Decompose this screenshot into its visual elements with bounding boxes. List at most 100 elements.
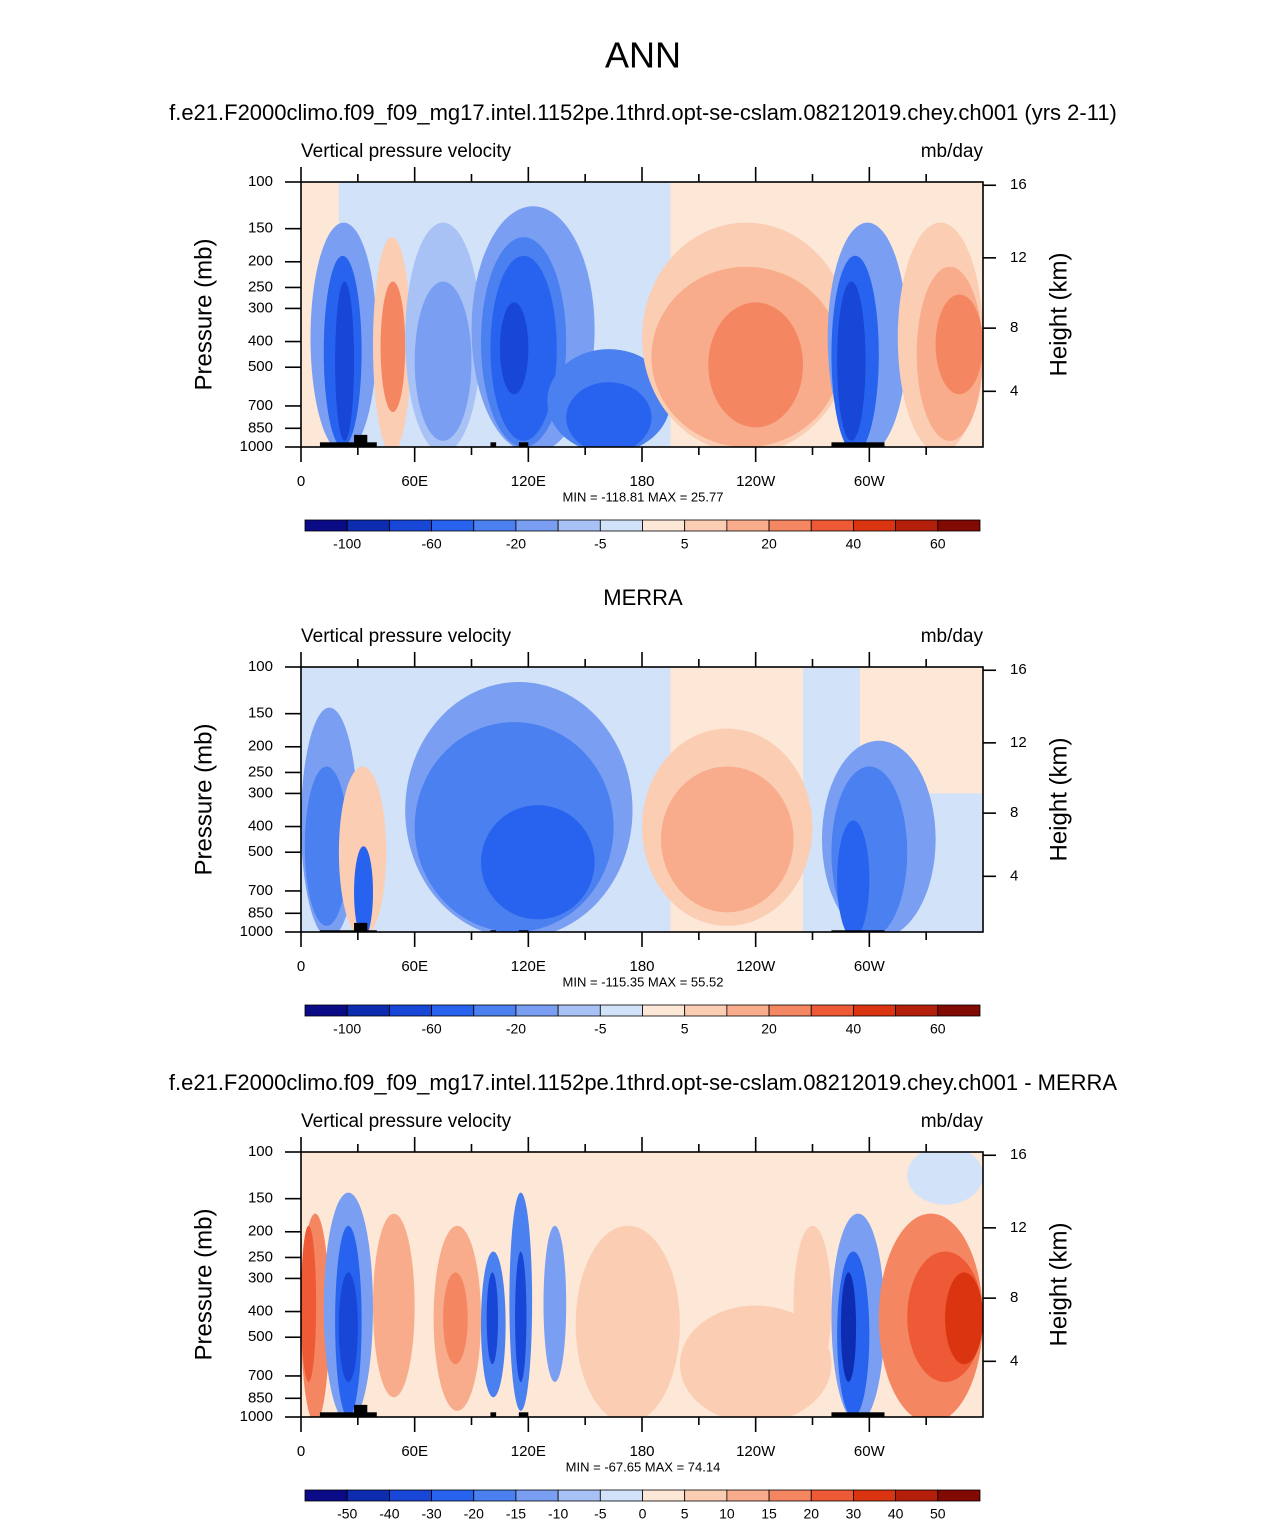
colorbar-box: [642, 1489, 686, 1502]
y-axis-title: Pressure (mb): [190, 1208, 217, 1360]
colorbar-label: 20: [761, 536, 777, 552]
colorbar-label: 40: [846, 536, 862, 552]
colorbar-label: 40: [846, 1021, 862, 1037]
panel-title: MERRA: [603, 585, 683, 610]
y-tick-label: 850: [248, 1389, 273, 1406]
colorbar-label: 5: [681, 536, 689, 552]
y-tick-label: 700: [248, 882, 273, 899]
y2-tick-label: 16: [1010, 1146, 1027, 1163]
terrain: [319, 1412, 377, 1417]
contour-fill: [354, 846, 373, 932]
terrain: [490, 930, 497, 932]
x-tick-label: 60E: [401, 958, 428, 975]
contour-fill: [304, 766, 349, 926]
y2-tick-label: 8: [1010, 804, 1018, 821]
contour-fill: [499, 302, 529, 395]
colorbar-box: [473, 1489, 517, 1502]
colorbar-box: [937, 1004, 981, 1017]
contour-fill: [443, 1272, 468, 1365]
contour-fill: [543, 1225, 567, 1382]
y2-tick-label: 12: [1010, 734, 1027, 751]
y-tick-label: 700: [248, 397, 273, 414]
terrain: [319, 442, 377, 447]
x-tick-label: 0: [297, 1443, 305, 1460]
contour-fill: [338, 1272, 358, 1382]
y-tick-label: 1000: [240, 438, 273, 455]
contour-fill: [566, 382, 652, 447]
stats-label: MIN = -67.65 MAX = 74.14: [566, 1459, 721, 1474]
y-tick-label: 500: [248, 843, 273, 860]
left-string: Vertical pressure velocity: [301, 626, 512, 647]
colorbar-box: [937, 519, 981, 532]
x-tick-label: 120E: [511, 473, 546, 490]
y2-tick-label: 8: [1010, 319, 1018, 336]
left-string: Vertical pressure velocity: [301, 141, 512, 162]
colorbar-box: [684, 519, 728, 532]
y-tick-label: 200: [248, 253, 273, 270]
contour-fill: [793, 1225, 832, 1382]
contour-fill: [708, 302, 804, 428]
figure-title: ANN: [605, 35, 681, 76]
x-tick-label: 60W: [854, 473, 886, 490]
terrain: [354, 434, 368, 447]
colorbar-box: [473, 1004, 517, 1017]
y2-tick-label: 16: [1010, 176, 1027, 193]
colorbar-label: -5: [594, 1021, 607, 1037]
x-tick-label: 120E: [511, 958, 546, 975]
x-tick-label: 60W: [854, 958, 886, 975]
x-tick-label: 120W: [736, 473, 776, 490]
colorbar-label: -20: [464, 1506, 484, 1522]
y-tick-label: 150: [248, 1190, 273, 1207]
contour-fill: [679, 1305, 832, 1417]
colorbar-box: [853, 1004, 897, 1017]
colorbar-label: -15: [506, 1506, 526, 1522]
y-tick-label: 500: [248, 1328, 273, 1345]
terrain: [490, 1412, 497, 1417]
contour-fill: [301, 1225, 317, 1382]
panel-title: f.e21.F2000climo.f09_f09_mg17.intel.1152…: [169, 1070, 1118, 1095]
colorbar-label: -20: [506, 1021, 526, 1037]
colorbar-label: 60: [930, 1021, 946, 1037]
y-axis-title: Pressure (mb): [190, 238, 217, 390]
colorbar-box: [642, 1004, 686, 1017]
colorbar-label: 15: [761, 1506, 777, 1522]
colorbar-label: 20: [761, 1021, 777, 1037]
colorbar-label: 5: [681, 1506, 689, 1522]
colorbar-box: [768, 1004, 812, 1017]
y2-axis-title: Height (km): [1045, 1222, 1072, 1346]
contour-fill: [935, 294, 983, 395]
colorbar-label: 30: [846, 1506, 862, 1522]
right-string: mb/day: [921, 141, 984, 162]
colorbar-label: -20: [506, 536, 526, 552]
colorbar-box: [726, 1489, 770, 1502]
colorbar-label: 5: [681, 1021, 689, 1037]
colorbar-box: [346, 1004, 390, 1017]
y2-tick-label: 16: [1010, 661, 1027, 678]
colorbar-box: [473, 519, 517, 532]
colorbar-box: [388, 519, 432, 532]
y2-axis-title: Height (km): [1045, 737, 1072, 861]
x-tick-label: 60E: [401, 1443, 428, 1460]
contour-fill: [907, 1152, 983, 1205]
y-tick-label: 250: [248, 763, 273, 780]
contour-fill: [414, 281, 472, 441]
terrain: [354, 1404, 368, 1417]
colorbar-box: [346, 519, 390, 532]
colorbar-box: [304, 1004, 348, 1017]
contour-field: [301, 1152, 983, 1417]
y-tick-label: 400: [248, 818, 273, 835]
colorbar-box: [515, 519, 559, 532]
colorbar-box: [599, 1004, 643, 1017]
colorbar-box: [726, 1004, 770, 1017]
y2-tick-label: 12: [1010, 249, 1027, 266]
colorbar-label: 20: [803, 1506, 819, 1522]
colorbar-box: [853, 519, 897, 532]
x-tick-label: 120E: [511, 1443, 546, 1460]
terrain: [354, 922, 368, 932]
x-tick-label: 120W: [736, 958, 776, 975]
terrain: [518, 1412, 529, 1417]
x-tick-label: 180: [629, 473, 654, 490]
terrain: [831, 442, 885, 447]
y-tick-label: 300: [248, 784, 273, 801]
